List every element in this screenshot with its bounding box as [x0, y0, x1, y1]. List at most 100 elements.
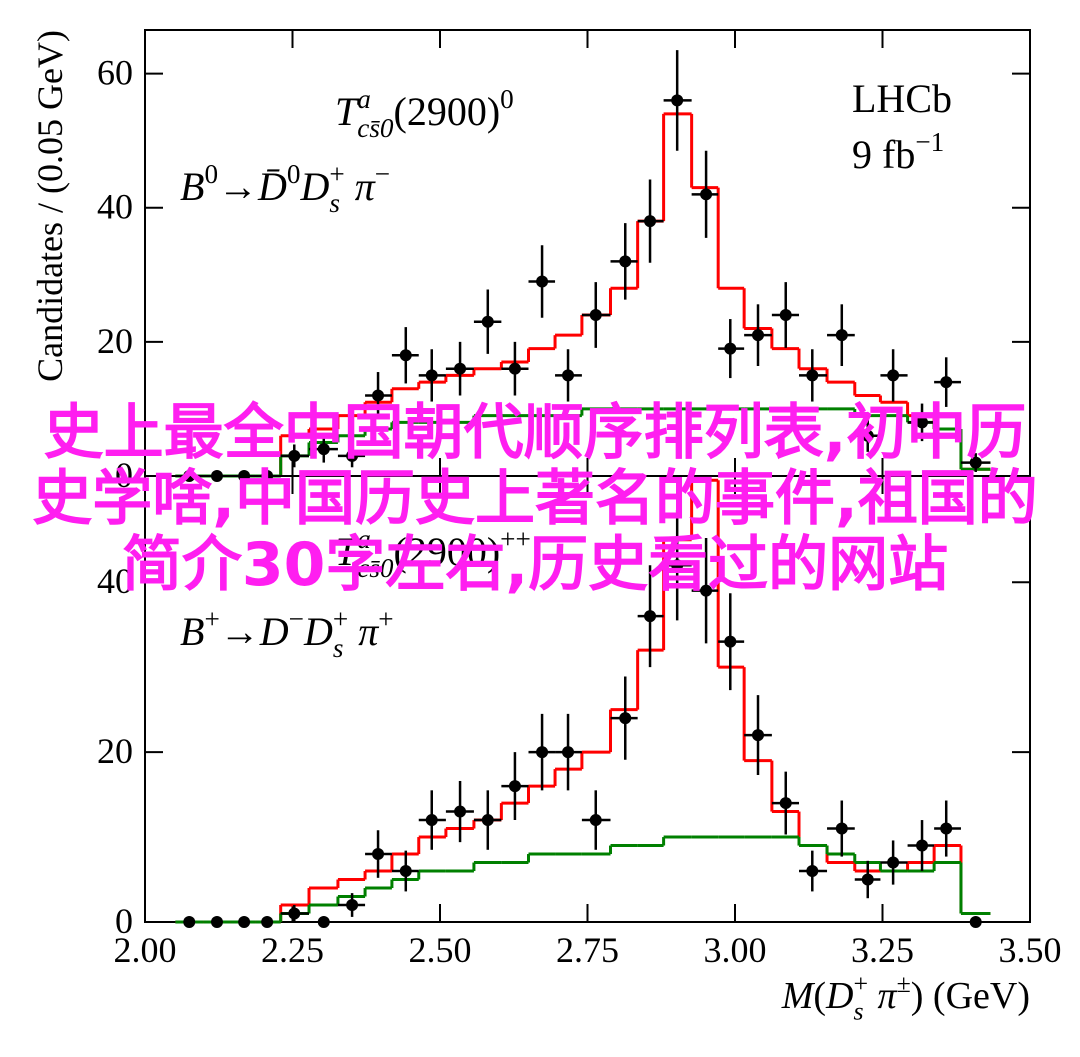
data-point: [346, 899, 359, 912]
x-axis-label-part: +: [853, 969, 868, 998]
data-point: [969, 916, 982, 928]
data-point: [425, 814, 438, 827]
data-point: [752, 329, 765, 342]
x-axis-label-part: (: [813, 975, 826, 1017]
data-point: [481, 814, 494, 827]
data-point: [508, 362, 521, 375]
annotation-part: (2900): [394, 529, 501, 574]
y-tick-label: 20: [97, 321, 133, 361]
x-axis-label: M(Ds+ π±) (GeV): [781, 969, 1030, 1025]
annotation-part: −: [289, 604, 304, 634]
data-point: [619, 712, 632, 725]
data-point: [454, 805, 467, 818]
y-tick-label: 40: [97, 187, 133, 227]
annotation: B+→D−Ds+ π+: [180, 604, 394, 663]
data-point: [288, 449, 301, 462]
annotation-part: 0: [287, 159, 301, 189]
data-point: [372, 848, 385, 861]
x-axis-label-part: ) (GeV): [911, 975, 1030, 1017]
annotation-part: π: [345, 164, 376, 209]
annotation-part: a: [357, 84, 371, 114]
annotation-part: cs̄0: [357, 553, 394, 583]
data-point: [806, 369, 819, 382]
data-point: [508, 780, 521, 793]
data-point: [916, 839, 929, 852]
data-point: [779, 797, 792, 810]
data-point: [562, 369, 575, 382]
x-tick-label: 2.50: [409, 930, 472, 970]
data-point: [481, 315, 494, 328]
data-point: [700, 188, 713, 201]
data-point: [425, 369, 438, 382]
annotation-part: D: [300, 164, 330, 209]
annotation-part: −: [375, 159, 390, 189]
y-tick-label: 0: [115, 901, 133, 941]
data-point: [562, 746, 575, 759]
data-point: [210, 916, 223, 928]
data-point: [752, 729, 765, 742]
x-axis-label-part: ±: [897, 969, 911, 998]
data-point: [916, 416, 929, 429]
annotation: B0→D̄0Ds+ π−: [180, 159, 390, 218]
data-point: [671, 559, 684, 572]
annotation-part: +: [333, 604, 348, 634]
annotation-part: s: [329, 188, 340, 218]
data-point: [183, 916, 196, 928]
data-point: [644, 610, 657, 623]
data-point: [619, 255, 632, 268]
data-point: [454, 362, 467, 375]
annotation-part: T: [335, 89, 360, 134]
data-point: [861, 873, 874, 886]
annotation-part: a: [357, 524, 371, 554]
annotation-part: D: [303, 609, 333, 654]
annotation-part: −1: [915, 127, 944, 157]
annotation-part: 9 fb: [852, 132, 915, 177]
annotation-part: 0: [204, 159, 218, 189]
annotation-part: LHCb: [852, 76, 952, 121]
annotation-part: +: [378, 604, 393, 634]
annotation-part: B: [180, 164, 204, 209]
data-point: [861, 429, 874, 442]
x-axis-label-part: D: [825, 975, 853, 1017]
annotation: Ta cs̄0(2900)0: [335, 84, 514, 143]
data-point: [940, 376, 953, 389]
data-point: [835, 822, 848, 835]
x-tick-label: 2.25: [261, 930, 324, 970]
data-point: [835, 329, 848, 342]
data-point: [644, 215, 657, 228]
y-tick-label: 60: [97, 53, 133, 93]
annotation-part: 0: [500, 84, 514, 114]
data-point: [536, 746, 549, 759]
annotation-part: cs̄0: [357, 113, 394, 143]
annotation-part: D: [259, 609, 289, 654]
annotation-part: +: [204, 604, 219, 634]
data-point: [399, 865, 412, 878]
data-point: [399, 349, 412, 362]
data-point: [724, 635, 737, 648]
annotation: 9 fb−1: [852, 127, 944, 177]
data-point: [317, 916, 330, 928]
annotation-part: T: [335, 529, 360, 574]
data-point: [671, 94, 684, 107]
x-axis-label-part: s: [853, 996, 863, 1025]
annotation-part: →: [218, 164, 258, 209]
data-point: [724, 342, 737, 355]
x-tick-label: 2.00: [114, 930, 177, 970]
annotation-part: (2900): [394, 89, 501, 134]
data-point: [288, 907, 301, 920]
data-point: [317, 443, 330, 456]
watermark-text: 史上最全中国朝代顺序排列表,初中历史学啥,中国历史上著名的事件,祖国的简介30字…: [32, 398, 1038, 600]
x-tick-label: 3.50: [999, 930, 1062, 970]
data-point: [887, 856, 900, 869]
annotation-part: D̄: [257, 164, 287, 209]
data-point: [969, 456, 982, 469]
data-point: [346, 449, 359, 462]
data-point: [372, 389, 385, 402]
x-tick-label: 2.75: [556, 930, 619, 970]
y-axis-label: Candidates / (0.05 GeV): [30, 30, 70, 382]
x-axis-label-part: π: [868, 975, 898, 1017]
x-tick-label: 3.00: [704, 930, 767, 970]
annotation-part: B: [180, 609, 204, 654]
